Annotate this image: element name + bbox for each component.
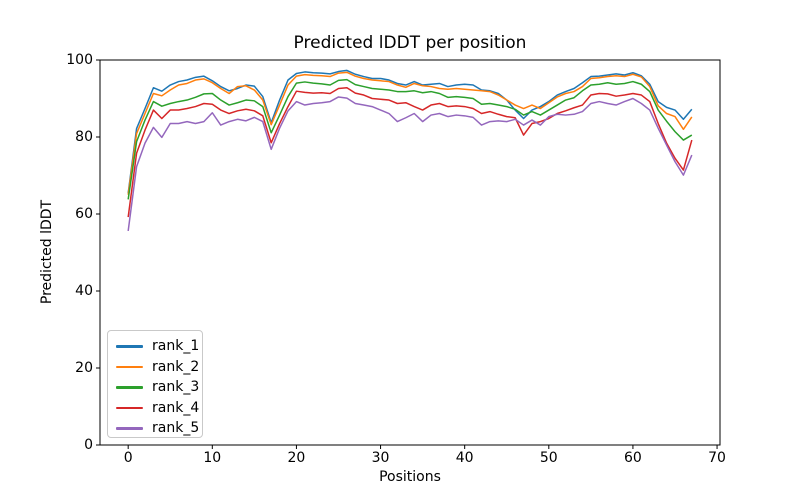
y-tick-label: 80 xyxy=(75,129,93,145)
legend-label: rank_3 xyxy=(152,379,200,396)
axes-spines xyxy=(99,59,721,446)
series-line-rank_3 xyxy=(127,78,693,200)
series-line-rank_2 xyxy=(127,71,693,195)
y-axis-label: Predicted lDDT xyxy=(39,199,55,305)
legend: rank_1 rank_2 rank_3 rank_4 rank_5 xyxy=(107,330,203,438)
x-tick-label: 30 xyxy=(371,450,390,466)
x-tick-label: 0 xyxy=(123,450,133,466)
legend-line-swatch xyxy=(116,365,143,368)
y-tick-label: 100 xyxy=(66,52,93,68)
x-tick-label: 70 xyxy=(708,450,726,466)
legend-item: rank_2 xyxy=(116,357,202,378)
series-line-rank_5 xyxy=(127,96,693,232)
x-tick-label: 20 xyxy=(287,450,306,466)
x-tick-label: 50 xyxy=(539,450,558,466)
x-tick-label: 10 xyxy=(203,450,222,466)
legend-label: rank_1 xyxy=(152,338,200,355)
x-tick-label: 40 xyxy=(455,450,474,466)
legend-item: rank_1 xyxy=(116,336,202,357)
legend-label: rank_5 xyxy=(152,420,200,437)
series-line-rank_4 xyxy=(127,86,693,218)
legend-line-swatch xyxy=(116,345,143,348)
y-tick-label: 0 xyxy=(84,437,93,453)
x-tick-label: 60 xyxy=(624,450,642,466)
legend-line-swatch xyxy=(116,406,143,409)
chart-title: Predicted lDDT per position xyxy=(293,33,527,53)
y-tick-label: 40 xyxy=(75,283,93,299)
legend-line-swatch xyxy=(116,427,143,430)
y-tick-label: 20 xyxy=(75,360,93,376)
legend-item: rank_3 xyxy=(116,377,202,398)
legend-line-swatch xyxy=(116,386,143,389)
legend-label: rank_4 xyxy=(152,399,200,416)
legend-item: rank_4 xyxy=(116,398,202,419)
series-line-rank_1 xyxy=(127,69,693,194)
legend-label: rank_2 xyxy=(152,358,200,375)
legend-item: rank_5 xyxy=(116,418,202,439)
x-axis-label: Positions xyxy=(379,469,441,485)
y-tick-label: 60 xyxy=(75,206,93,222)
